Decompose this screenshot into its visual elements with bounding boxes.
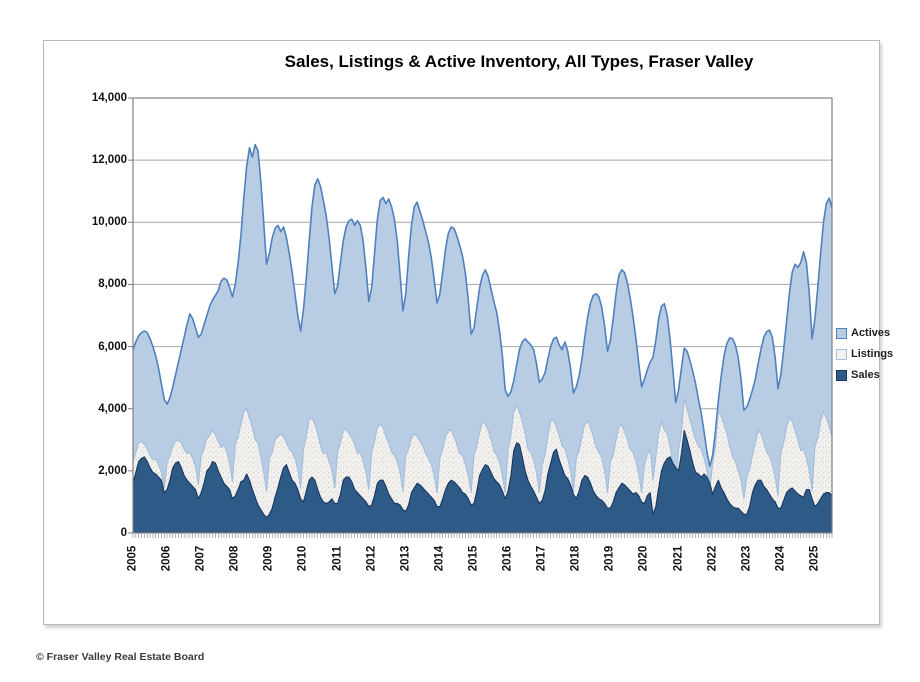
y-axis-tick-label: 0 xyxy=(120,527,127,539)
y-axis-tick-label: 4,000 xyxy=(98,402,127,415)
x-axis-tick-label: 2023 xyxy=(740,545,753,572)
x-axis-tick-label: 2018 xyxy=(569,545,582,572)
y-axis-tick-label: 14,000 xyxy=(91,92,127,104)
x-axis-tick-label: 2024 xyxy=(774,545,787,572)
x-axis-tick-label: 2009 xyxy=(262,545,275,572)
x-axis-tick-label: 2016 xyxy=(501,545,514,572)
x-axis-tick-label: 2011 xyxy=(331,546,344,571)
y-axis-tick-label: 12,000 xyxy=(91,154,127,167)
x-axis-tick-label: 2013 xyxy=(399,545,412,572)
x-axis-tick-label: 2020 xyxy=(637,545,650,572)
listings-swatch-icon xyxy=(836,348,847,360)
x-axis-tick-label: 2007 xyxy=(194,545,207,572)
x-axis-tick-label: 2006 xyxy=(160,545,173,572)
legend-item-listings: Listings xyxy=(836,348,893,360)
x-axis-tick-label: 2019 xyxy=(603,545,616,572)
legend-item-actives: Actives xyxy=(836,327,893,339)
y-axis-tick-label: 10,000 xyxy=(91,216,127,229)
legend-label-actives: Actives xyxy=(851,327,891,339)
legend-item-sales: Sales xyxy=(836,369,893,381)
x-axis-tick-label: 2012 xyxy=(365,545,378,572)
copyright-note: © Fraser Valley Real Estate Board xyxy=(36,651,205,663)
y-axis-tick-label: 8,000 xyxy=(98,278,127,291)
chart-container xyxy=(43,40,880,625)
x-axis-tick-label: 2014 xyxy=(433,545,446,572)
x-axis-tick-label: 2005 xyxy=(126,545,139,572)
x-axis-tick-label: 2025 xyxy=(808,545,821,572)
actives-swatch-icon xyxy=(836,327,847,339)
legend-label-sales: Sales xyxy=(851,369,880,381)
x-axis-tick-label: 2021 xyxy=(672,545,685,572)
legend: Actives Listings Sales xyxy=(836,327,893,390)
x-axis-tick-label: 2008 xyxy=(228,545,241,572)
y-axis-tick-label: 6,000 xyxy=(98,340,127,353)
x-axis-tick-label: 2010 xyxy=(296,545,309,572)
x-axis-tick-label: 2017 xyxy=(535,545,548,572)
x-axis-tick-label: 2015 xyxy=(467,545,480,572)
chart-title: Sales, Listings & Active Inventory, All … xyxy=(284,52,754,71)
x-axis-tick-label: 2022 xyxy=(706,545,719,572)
y-axis-tick-label: 2,000 xyxy=(98,464,127,477)
sales-swatch-icon xyxy=(836,369,847,381)
legend-label-listings: Listings xyxy=(851,348,894,360)
